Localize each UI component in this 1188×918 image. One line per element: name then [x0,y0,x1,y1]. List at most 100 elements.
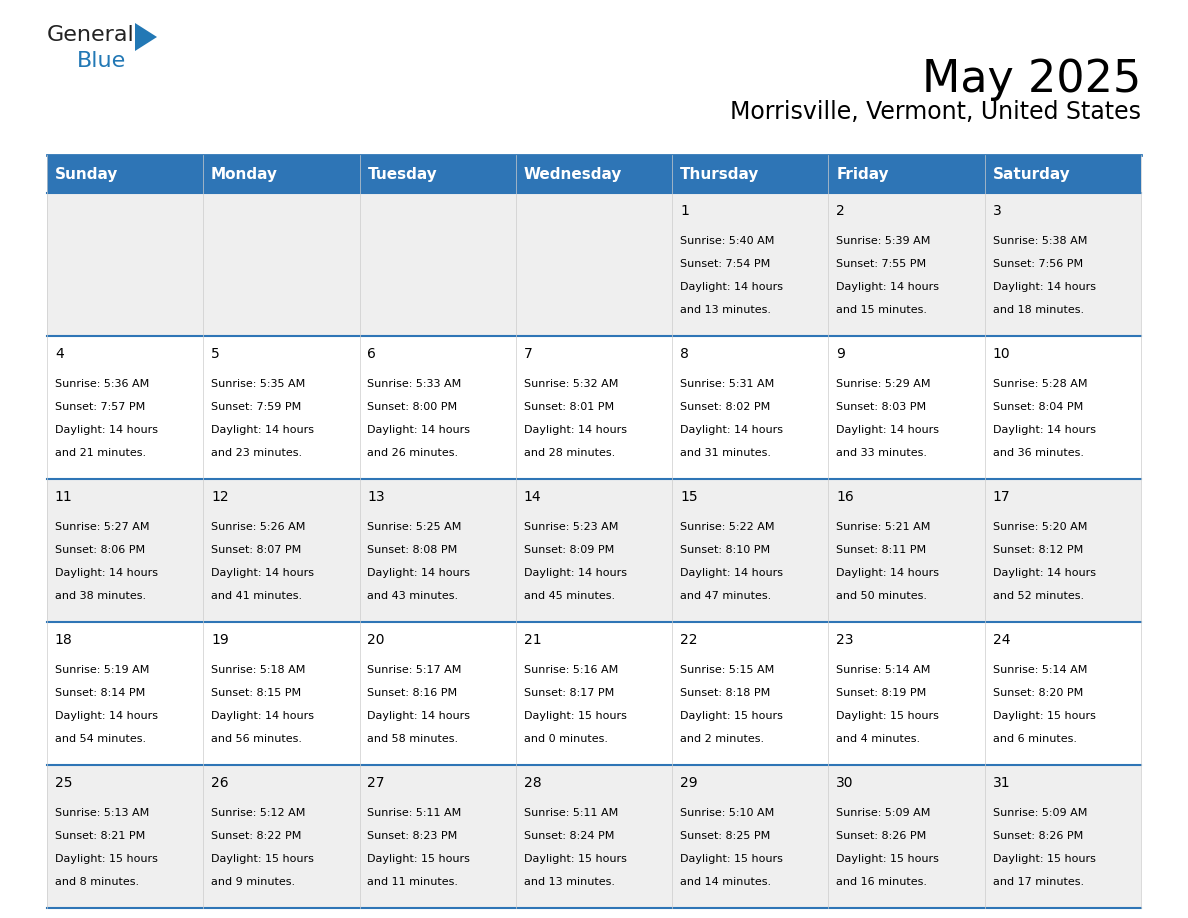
Text: Sunrise: 5:17 AM: Sunrise: 5:17 AM [367,665,462,675]
Text: Daylight: 14 hours: Daylight: 14 hours [680,568,783,578]
Text: 13: 13 [367,490,385,504]
Text: Sunrise: 5:26 AM: Sunrise: 5:26 AM [211,522,305,532]
Text: Daylight: 15 hours: Daylight: 15 hours [211,854,314,864]
Bar [516,155,672,193]
Text: Thursday: Thursday [680,166,759,182]
Text: 5: 5 [211,347,220,362]
Text: 28: 28 [524,777,542,790]
Text: 1: 1 [680,205,689,218]
Text: 16: 16 [836,490,854,504]
Text: and 18 minutes.: and 18 minutes. [992,305,1083,315]
Text: Sunrise: 5:20 AM: Sunrise: 5:20 AM [992,522,1087,532]
Text: and 58 minutes.: and 58 minutes. [367,734,459,744]
Text: Daylight: 14 hours: Daylight: 14 hours [55,568,158,578]
Bar [48,622,1140,765]
Text: Sunday: Sunday [55,166,118,182]
Text: Sunrise: 5:09 AM: Sunrise: 5:09 AM [836,808,930,818]
Text: Sunrise: 5:31 AM: Sunrise: 5:31 AM [680,379,775,389]
Text: Sunset: 8:15 PM: Sunset: 8:15 PM [211,688,302,698]
Text: Sunset: 8:00 PM: Sunset: 8:00 PM [367,402,457,412]
Text: Sunset: 8:01 PM: Sunset: 8:01 PM [524,402,614,412]
Text: Sunrise: 5:28 AM: Sunrise: 5:28 AM [992,379,1087,389]
Text: Sunrise: 5:29 AM: Sunrise: 5:29 AM [836,379,930,389]
Bar [48,193,1140,336]
Bar [203,155,360,193]
Text: 3: 3 [992,205,1001,218]
Text: Sunset: 7:54 PM: Sunset: 7:54 PM [680,259,770,269]
Text: Saturday: Saturday [992,166,1070,182]
Text: 7: 7 [524,347,532,362]
Text: Sunrise: 5:11 AM: Sunrise: 5:11 AM [524,808,618,818]
Text: Sunset: 8:06 PM: Sunset: 8:06 PM [55,545,145,555]
Text: and 52 minutes.: and 52 minutes. [992,591,1083,601]
Text: Sunrise: 5:32 AM: Sunrise: 5:32 AM [524,379,618,389]
Text: and 28 minutes.: and 28 minutes. [524,448,615,458]
Text: Monday: Monday [211,166,278,182]
Text: Sunrise: 5:40 AM: Sunrise: 5:40 AM [680,236,775,246]
Text: and 47 minutes.: and 47 minutes. [680,591,771,601]
Text: Sunset: 8:12 PM: Sunset: 8:12 PM [992,545,1082,555]
Text: Sunset: 7:59 PM: Sunset: 7:59 PM [211,402,302,412]
Text: and 2 minutes.: and 2 minutes. [680,734,764,744]
Text: 29: 29 [680,777,697,790]
Text: Sunrise: 5:23 AM: Sunrise: 5:23 AM [524,522,618,532]
Text: and 17 minutes.: and 17 minutes. [992,877,1083,887]
Text: Sunrise: 5:25 AM: Sunrise: 5:25 AM [367,522,462,532]
Text: 11: 11 [55,490,72,504]
Text: Sunrise: 5:33 AM: Sunrise: 5:33 AM [367,379,462,389]
Text: Daylight: 14 hours: Daylight: 14 hours [211,568,314,578]
Bar [48,479,1140,622]
Text: Daylight: 14 hours: Daylight: 14 hours [680,425,783,435]
Text: Daylight: 15 hours: Daylight: 15 hours [836,854,940,864]
Text: Daylight: 15 hours: Daylight: 15 hours [367,854,470,864]
Text: 25: 25 [55,777,72,790]
Text: and 13 minutes.: and 13 minutes. [680,305,771,315]
Text: 8: 8 [680,347,689,362]
Text: Sunrise: 5:27 AM: Sunrise: 5:27 AM [55,522,150,532]
Text: Daylight: 15 hours: Daylight: 15 hours [524,711,626,721]
Text: and 13 minutes.: and 13 minutes. [524,877,614,887]
Text: Daylight: 14 hours: Daylight: 14 hours [836,568,940,578]
Text: and 31 minutes.: and 31 minutes. [680,448,771,458]
Text: Sunrise: 5:21 AM: Sunrise: 5:21 AM [836,522,930,532]
Text: Daylight: 14 hours: Daylight: 14 hours [367,711,470,721]
Text: 22: 22 [680,633,697,647]
Text: Sunset: 8:26 PM: Sunset: 8:26 PM [992,831,1082,841]
Text: Sunset: 8:24 PM: Sunset: 8:24 PM [524,831,614,841]
Text: and 11 minutes.: and 11 minutes. [367,877,459,887]
Text: Sunset: 8:19 PM: Sunset: 8:19 PM [836,688,927,698]
Text: Daylight: 14 hours: Daylight: 14 hours [211,425,314,435]
Text: Sunset: 8:02 PM: Sunset: 8:02 PM [680,402,770,412]
Text: and 23 minutes.: and 23 minutes. [211,448,302,458]
Polygon shape [135,23,157,51]
Text: 30: 30 [836,777,854,790]
Text: Sunrise: 5:22 AM: Sunrise: 5:22 AM [680,522,775,532]
Text: Daylight: 14 hours: Daylight: 14 hours [367,568,470,578]
Text: Daylight: 14 hours: Daylight: 14 hours [524,568,627,578]
Text: and 0 minutes.: and 0 minutes. [524,734,608,744]
Text: 6: 6 [367,347,377,362]
Text: Daylight: 14 hours: Daylight: 14 hours [211,711,314,721]
Text: Sunset: 8:11 PM: Sunset: 8:11 PM [836,545,927,555]
Text: and 6 minutes.: and 6 minutes. [992,734,1076,744]
Text: Daylight: 14 hours: Daylight: 14 hours [680,282,783,292]
Text: Daylight: 15 hours: Daylight: 15 hours [55,854,158,864]
Text: Sunrise: 5:38 AM: Sunrise: 5:38 AM [992,236,1087,246]
Text: 2: 2 [836,205,845,218]
Text: Daylight: 14 hours: Daylight: 14 hours [836,282,940,292]
Text: Sunrise: 5:16 AM: Sunrise: 5:16 AM [524,665,618,675]
Text: Blue: Blue [77,51,126,71]
Text: and 33 minutes.: and 33 minutes. [836,448,928,458]
Text: Sunrise: 5:14 AM: Sunrise: 5:14 AM [992,665,1087,675]
Text: General: General [48,25,134,45]
Text: Sunset: 7:55 PM: Sunset: 7:55 PM [836,259,927,269]
Text: Sunset: 8:20 PM: Sunset: 8:20 PM [992,688,1082,698]
Text: and 4 minutes.: and 4 minutes. [836,734,921,744]
Text: Daylight: 15 hours: Daylight: 15 hours [524,854,626,864]
Text: 18: 18 [55,633,72,647]
Text: Daylight: 14 hours: Daylight: 14 hours [55,711,158,721]
Text: Sunset: 8:16 PM: Sunset: 8:16 PM [367,688,457,698]
Text: Daylight: 14 hours: Daylight: 14 hours [992,425,1095,435]
Text: Sunset: 8:25 PM: Sunset: 8:25 PM [680,831,770,841]
Bar [48,765,1140,908]
